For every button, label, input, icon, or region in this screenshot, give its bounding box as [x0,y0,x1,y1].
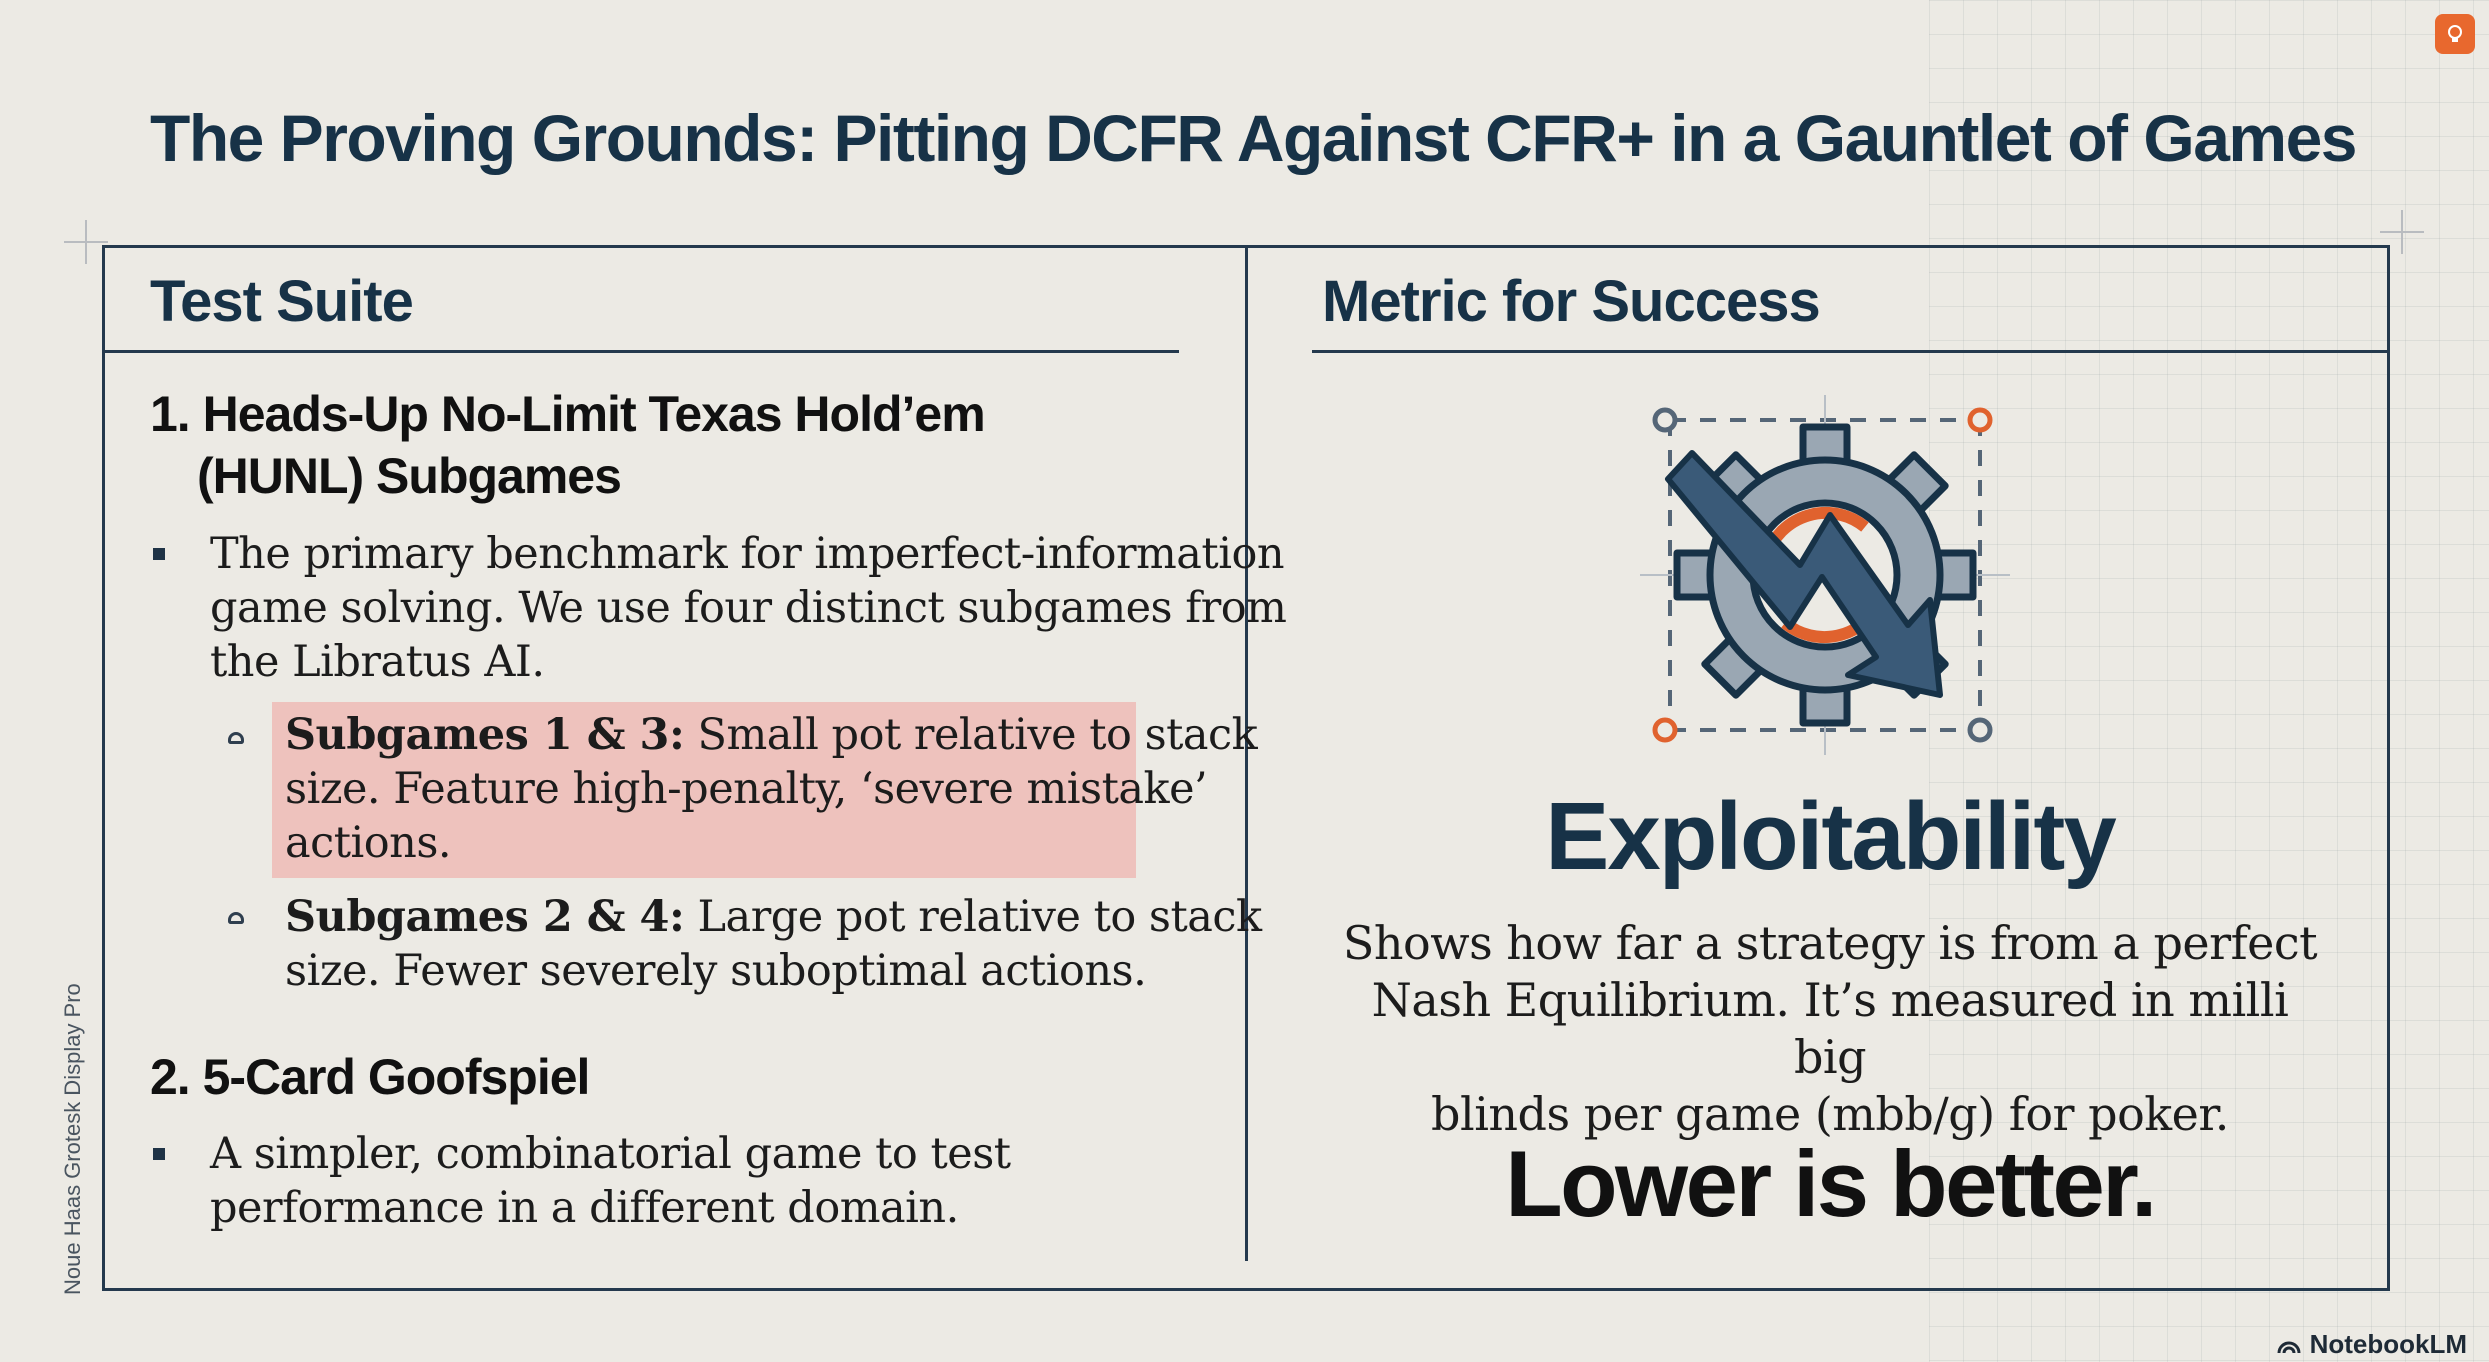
subgames-1-3-line1: Small pot relative to stack [684,710,1258,760]
test-suite-heading: Test Suite [150,269,414,334]
subgames-1-3-label: Subgames 1 & 3: [285,710,685,760]
notebooklm-brand: NotebookLM [2276,1329,2467,1360]
left-heading-rule [102,350,1179,353]
bullet-marker [153,548,165,560]
section2-title: 2. 5-Card Goofspiel [150,1049,590,1105]
notebooklm-logo-icon [2277,1341,2301,1353]
sub-bullet-marker [228,732,244,744]
subgames-2-4-line1: Large pot relative to stack [684,892,1262,942]
description-line: blinds per game (mbb/g) for poker. [1431,1087,2229,1141]
metric-heading: Metric for Success [1322,269,1821,334]
subgames-1-3-item: Subgames 1 & 3: Small pot relative to st… [285,708,1258,870]
subgames-1-3-line3: actions. [285,818,452,868]
bullet-line: game solving. We use four distinct subga… [210,583,1287,633]
gear-with-downward-arrow-icon [1640,395,2010,755]
section1-bullet-text: The primary benchmark for imperfect-info… [210,527,1287,689]
corner-crosshair-right [2380,210,2424,254]
subgames-2-4-label: Subgames 2 & 4: [285,892,685,942]
lightbulb-button[interactable] [2435,14,2475,54]
subgames-1-3-line2: size. Feature high-penalty, ‘severe mist… [285,764,1208,814]
bullet-line: The primary benchmark for imperfect-info… [210,529,1285,579]
description-line: Shows how far a strategy is from a perfe… [1342,916,2318,970]
description-line: Nash Equilibrium. It’s measured in milli… [1371,973,2289,1084]
metric-name: Exploitability [1545,783,2116,890]
slide-title: The Proving Grounds: Pitting DCFR Agains… [150,101,2358,175]
subgames-2-4-line2: size. Fewer severely suboptimal actions. [285,946,1147,996]
metric-tagline: Lower is better. [1505,1131,2157,1236]
section2-bullet-text: A simpler, combinatorial game to test pe… [210,1127,1011,1235]
section1-title-line2: (HUNL) Subgames [197,448,622,504]
section1-title-line1: 1. Heads-Up No-Limit Texas Hold’em [150,386,986,442]
grid-background [1929,0,2489,1362]
highlight-box [272,702,1136,878]
brand-label: NotebookLM [2309,1329,2467,1359]
metric-description: Shows how far a strategy is from a perfe… [1330,915,2330,1143]
bullet-line: the Libratus AI. [210,637,545,687]
subgames-2-4-item: Subgames 2 & 4: Large pot relative to st… [285,890,1262,998]
column-divider [1245,245,1248,1261]
right-heading-rule [1312,350,2390,353]
bullet-marker [153,1148,165,1160]
bullet-line: performance in a different domain. [210,1183,959,1233]
lightbulb-icon [2448,25,2462,42]
sub-bullet-marker [228,912,244,924]
side-note: Noue Haas Grotesk Display Pro [60,983,85,1295]
bullet-line: A simpler, combinatorial game to test [210,1129,1011,1179]
corner-crosshair-left [64,220,108,264]
